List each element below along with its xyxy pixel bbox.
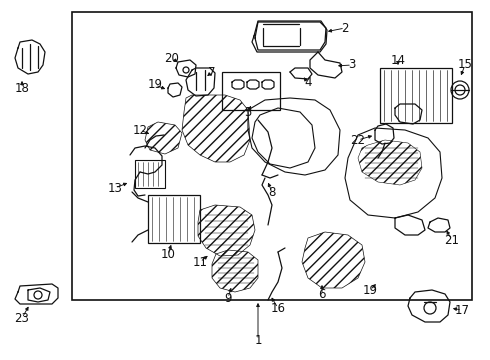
Text: 15: 15 [458, 58, 472, 72]
Text: 23: 23 [15, 311, 29, 324]
Bar [148, 195, 200, 243]
Text: 13: 13 [108, 181, 122, 194]
Text: 19: 19 [147, 78, 163, 91]
Text: 20: 20 [165, 51, 179, 64]
Text: 1: 1 [254, 333, 262, 346]
Text: 10: 10 [161, 248, 175, 261]
Text: 17: 17 [455, 303, 469, 316]
Bar [135, 160, 165, 188]
Text: 9: 9 [224, 292, 232, 305]
Text: 12: 12 [132, 123, 147, 136]
Text: 2: 2 [341, 22, 349, 35]
Text: 14: 14 [391, 54, 406, 67]
Text: 19: 19 [363, 284, 377, 297]
Text: 21: 21 [444, 234, 460, 247]
Text: 3: 3 [348, 58, 356, 72]
Text: 4: 4 [304, 77, 312, 90]
Bar [380, 68, 452, 123]
Text: 11: 11 [193, 256, 207, 269]
Text: 8: 8 [269, 185, 276, 198]
Text: 5: 5 [245, 107, 252, 120]
Text: 22: 22 [350, 134, 366, 147]
Text: 6: 6 [318, 288, 326, 302]
Text: 7: 7 [208, 66, 216, 78]
Text: 18: 18 [15, 81, 29, 94]
Bar [72, 12, 472, 300]
Bar [222, 72, 280, 110]
Text: 16: 16 [270, 302, 286, 315]
